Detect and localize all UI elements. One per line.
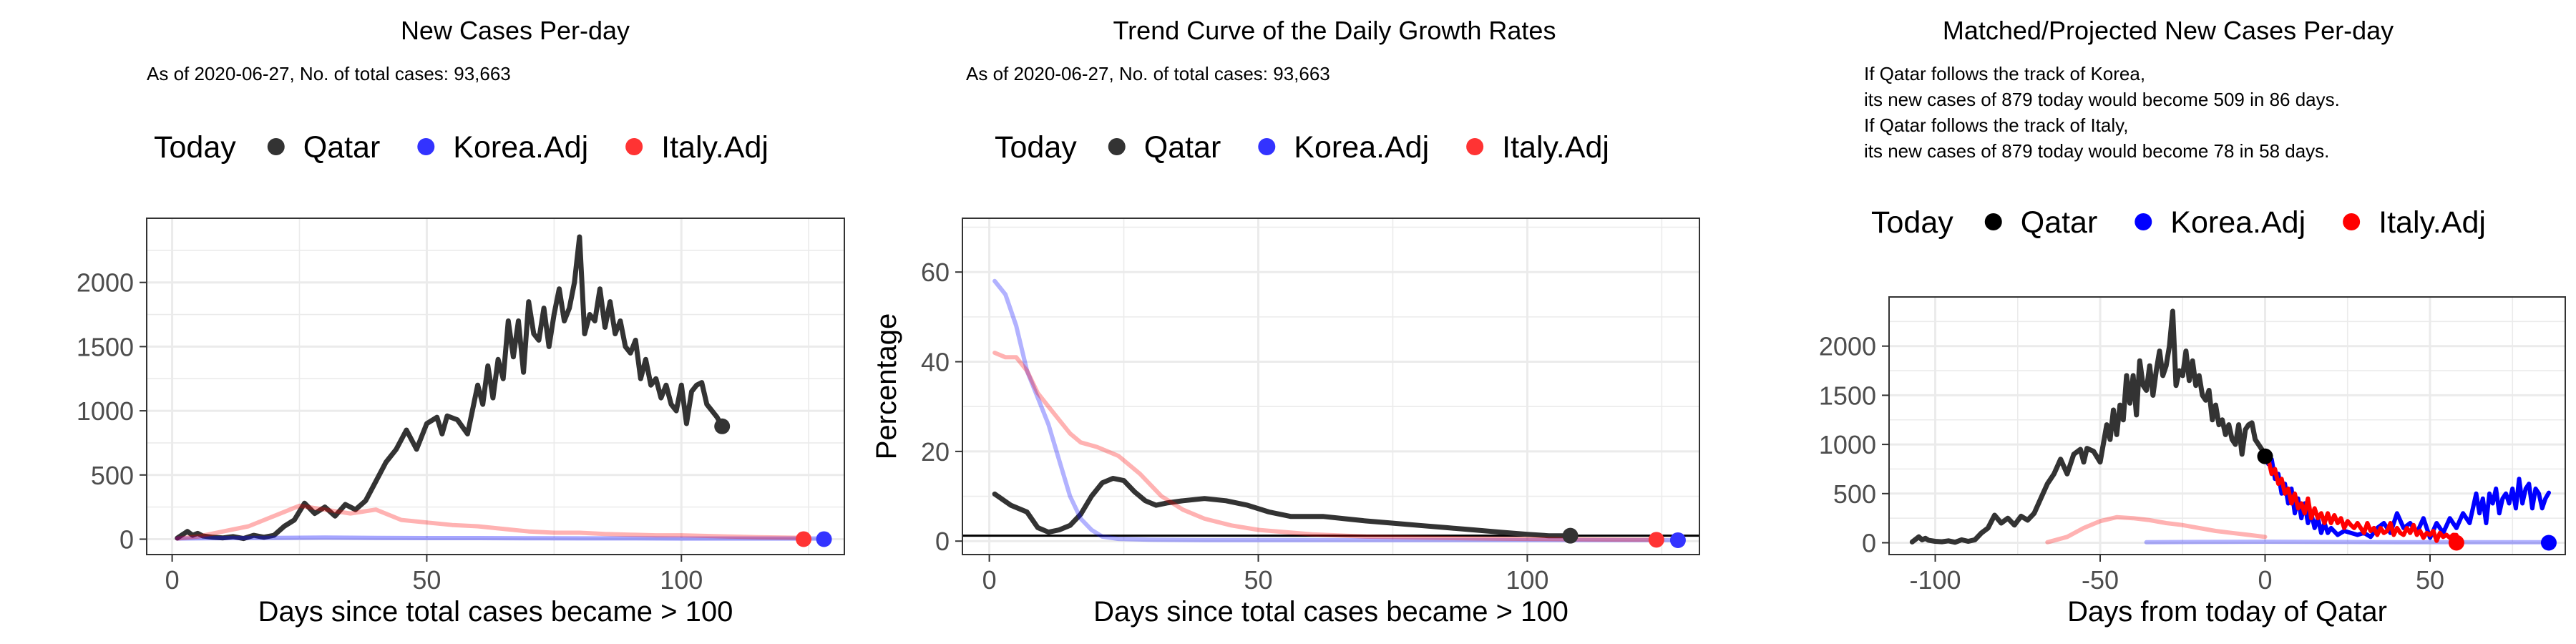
y-tick-label: 500 [1833, 479, 1876, 509]
today-point-korea-adj [2540, 535, 2557, 551]
legend: Today Qatar Korea.Adj Italy.Adj [1871, 205, 2486, 240]
y-tick-label: 500 [91, 461, 134, 490]
x-tick-label: 50 [412, 565, 441, 595]
legend-key-italy-adj [625, 138, 643, 155]
x-tick-label: 50 [2416, 565, 2444, 595]
chart-title: Matched/Projected New Cases Per-day [1943, 16, 2394, 45]
x-tick-label: 0 [165, 565, 180, 595]
legend-label: Qatar [303, 130, 381, 165]
legend-label: Italy.Adj [1502, 130, 1609, 165]
chart-subtitle-line: As of 2020-06-27, No. of total cases: 93… [966, 63, 1330, 84]
legend-label: Italy.Adj [661, 130, 769, 165]
legend-label: Qatar [2021, 205, 2098, 240]
chart-subtitle-line: its new cases of 879 today would become … [1864, 89, 2340, 110]
x-tick-label: 50 [1244, 565, 1272, 595]
x-tick-label: -50 [2082, 565, 2119, 595]
panel-border [962, 218, 1700, 555]
legend-key-korea-adj [417, 138, 435, 155]
x-axis-label: Days since total cases became > 100 [1093, 596, 1568, 628]
y-tick-label: 20 [921, 437, 950, 467]
y-tick-label: 1500 [77, 332, 134, 361]
today-point-qatar [2257, 448, 2273, 464]
series-group [175, 234, 826, 542]
chart-panel-1: New Cases Per-day As of 2020-06-27, No. o… [77, 16, 845, 628]
chart-title: Trend Curve of the Daily Growth Rates [1113, 16, 1556, 45]
series-line-korea-adj [992, 278, 1680, 542]
chart-subtitle-line: If Qatar follows the track of Italy, [1864, 114, 2128, 136]
legend-label: Korea.Adj [1294, 130, 1429, 165]
y-tick-label: 0 [1862, 529, 1876, 558]
y-tick-label: 40 [921, 348, 950, 377]
legend-key-qatar [267, 138, 285, 155]
legend-key-korea-adj [1258, 138, 1276, 155]
series-line-qatar [1909, 308, 2268, 545]
legend-label: Korea.Adj [453, 130, 588, 165]
legend-key-korea-adj [2135, 213, 2152, 230]
legend-title: Today [995, 130, 1077, 165]
panel-border [146, 218, 845, 555]
series-group [992, 278, 1680, 542]
legend: Today Qatar Korea.Adj Italy.Adj [995, 130, 1609, 165]
series-line-qatar [175, 234, 725, 542]
legend-title: Today [1871, 205, 1953, 240]
today-point-korea-adj [1669, 532, 1686, 548]
today-point-italy-adj [1648, 532, 1664, 548]
legend-label: Korea.Adj [2170, 205, 2306, 240]
x-tick-label: 100 [1506, 565, 1548, 595]
chart-panel-3: Matched/Projected New Cases Per-day If Qa… [1819, 16, 2566, 628]
grid [962, 218, 1699, 555]
today-point-korea-adj [816, 531, 832, 547]
x-tick-label: 100 [660, 565, 703, 595]
y-axis-label: Percentage [871, 313, 902, 460]
today-point-italy-adj [2448, 535, 2464, 551]
y-tick-label: 0 [119, 525, 134, 554]
chart-subtitle-line: its new cases of 879 today would become … [1864, 140, 2329, 162]
x-tick-label: 0 [982, 565, 997, 595]
y-tick-label: 0 [935, 527, 950, 556]
x-tick-label: 0 [2258, 565, 2272, 595]
x-axis-label: Days since total cases became > 100 [258, 596, 733, 628]
today-point-qatar [1562, 527, 1579, 544]
today-point-italy-adj [796, 531, 812, 547]
series-line-italy-adj [2263, 454, 2459, 543]
series-line-italy-adj [175, 503, 811, 541]
legend-label: Qatar [1144, 130, 1221, 165]
series-line-korea-adj [175, 535, 826, 541]
legend-key-qatar [1984, 213, 2002, 230]
chart-subtitle-line: If Qatar follows the track of Korea, [1864, 63, 2145, 84]
series-line-italy-adj [992, 351, 1659, 542]
legend-label: Italy.Adj [2379, 205, 2486, 240]
y-tick-label: 1000 [77, 396, 134, 426]
x-axis-label: Days from today of Qatar [2067, 596, 2387, 628]
y-tick-label: 1000 [1819, 430, 1876, 459]
legend-key-italy-adj [2343, 213, 2361, 230]
chart-panel-2: Trend Curve of the Daily Growth Rates As … [871, 16, 1700, 628]
chart-title: New Cases Per-day [401, 16, 630, 45]
series-line-qatar [992, 476, 1574, 539]
legend-title: Today [154, 130, 236, 165]
x-tick-label: -100 [1910, 565, 1961, 595]
today-point-qatar [714, 418, 731, 434]
y-tick-label: 2000 [1819, 332, 1876, 361]
chart-subtitle-line: As of 2020-06-27, No. of total cases: 93… [147, 63, 511, 84]
y-tick-label: 60 [921, 258, 950, 287]
panel-border [1888, 296, 2566, 555]
legend: Today Qatar Korea.Adj Italy.Adj [154, 130, 769, 165]
series-line-italy-adj [2045, 514, 2268, 545]
series-line-korea-adj [2263, 454, 2551, 540]
y-tick-label: 1500 [1819, 381, 1876, 410]
y-tick-label: 2000 [77, 268, 134, 298]
legend-key-italy-adj [1466, 138, 1484, 155]
ticks: 0 50 100 0 20 40 60 [921, 258, 1549, 595]
legend-key-qatar [1108, 138, 1126, 155]
